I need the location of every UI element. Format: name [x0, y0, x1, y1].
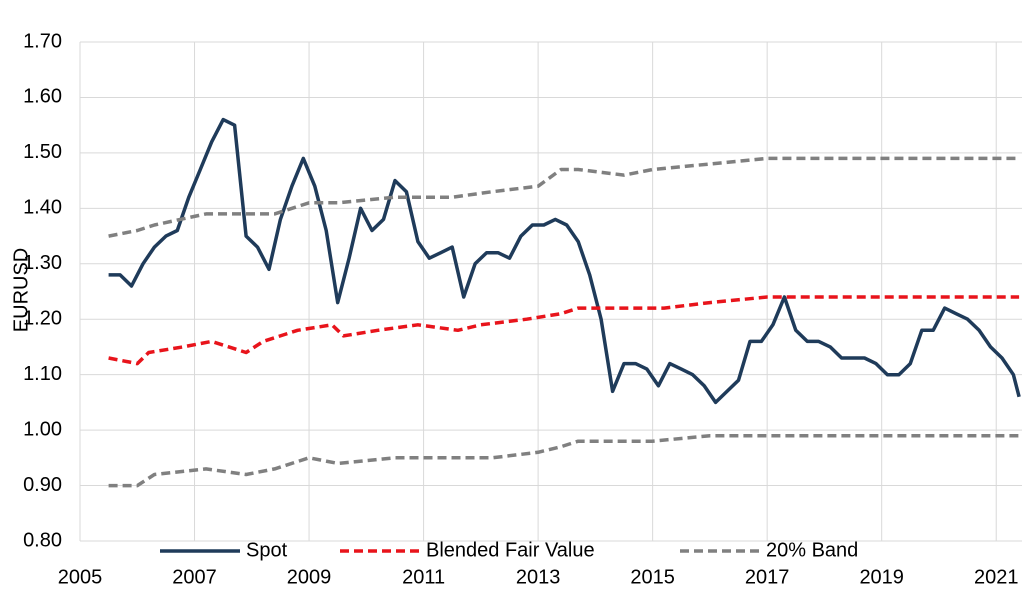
x-tick-label: 2017 — [745, 566, 790, 588]
y-axis-title: EURUSD — [10, 248, 32, 332]
x-tick-label: 2021 — [974, 566, 1019, 588]
legend: Spot Blended Fair Value 20% Band — [160, 539, 858, 561]
x-tick-label: 2013 — [516, 566, 561, 588]
legend-label: Spot — [246, 539, 288, 561]
band-upper-line — [108, 156, 1020, 238]
series-line — [108, 295, 1020, 366]
legend-label: 20% Band — [766, 539, 858, 561]
x-tick-label: 2011 — [402, 566, 445, 588]
series-line — [108, 117, 1021, 405]
y-tick-label: 1.70 — [23, 30, 62, 52]
legend-label: Blended Fair Value — [426, 539, 595, 561]
x-tick-label: 2009 — [287, 566, 332, 588]
band-lower-line — [108, 433, 1020, 488]
y-tick-label: 1.30 — [23, 252, 62, 274]
y-tick-label: 1.00 — [23, 418, 62, 440]
x-tick-label: 2005 — [58, 566, 103, 588]
y-tick-label: 1.50 — [23, 141, 62, 163]
x-tick-label: 2007 — [172, 566, 217, 588]
y-tick-label: 1.40 — [23, 197, 62, 219]
x-tick-label: 2015 — [630, 566, 675, 588]
y-tick-label: 1.20 — [23, 308, 62, 330]
y-tick-label: 0.80 — [23, 529, 62, 551]
y-tick-label: 1.10 — [23, 363, 62, 385]
y-tick-label: 0.90 — [23, 474, 62, 496]
y-tick-label: 1.60 — [23, 86, 62, 108]
x-tick-label: 2019 — [859, 566, 904, 588]
